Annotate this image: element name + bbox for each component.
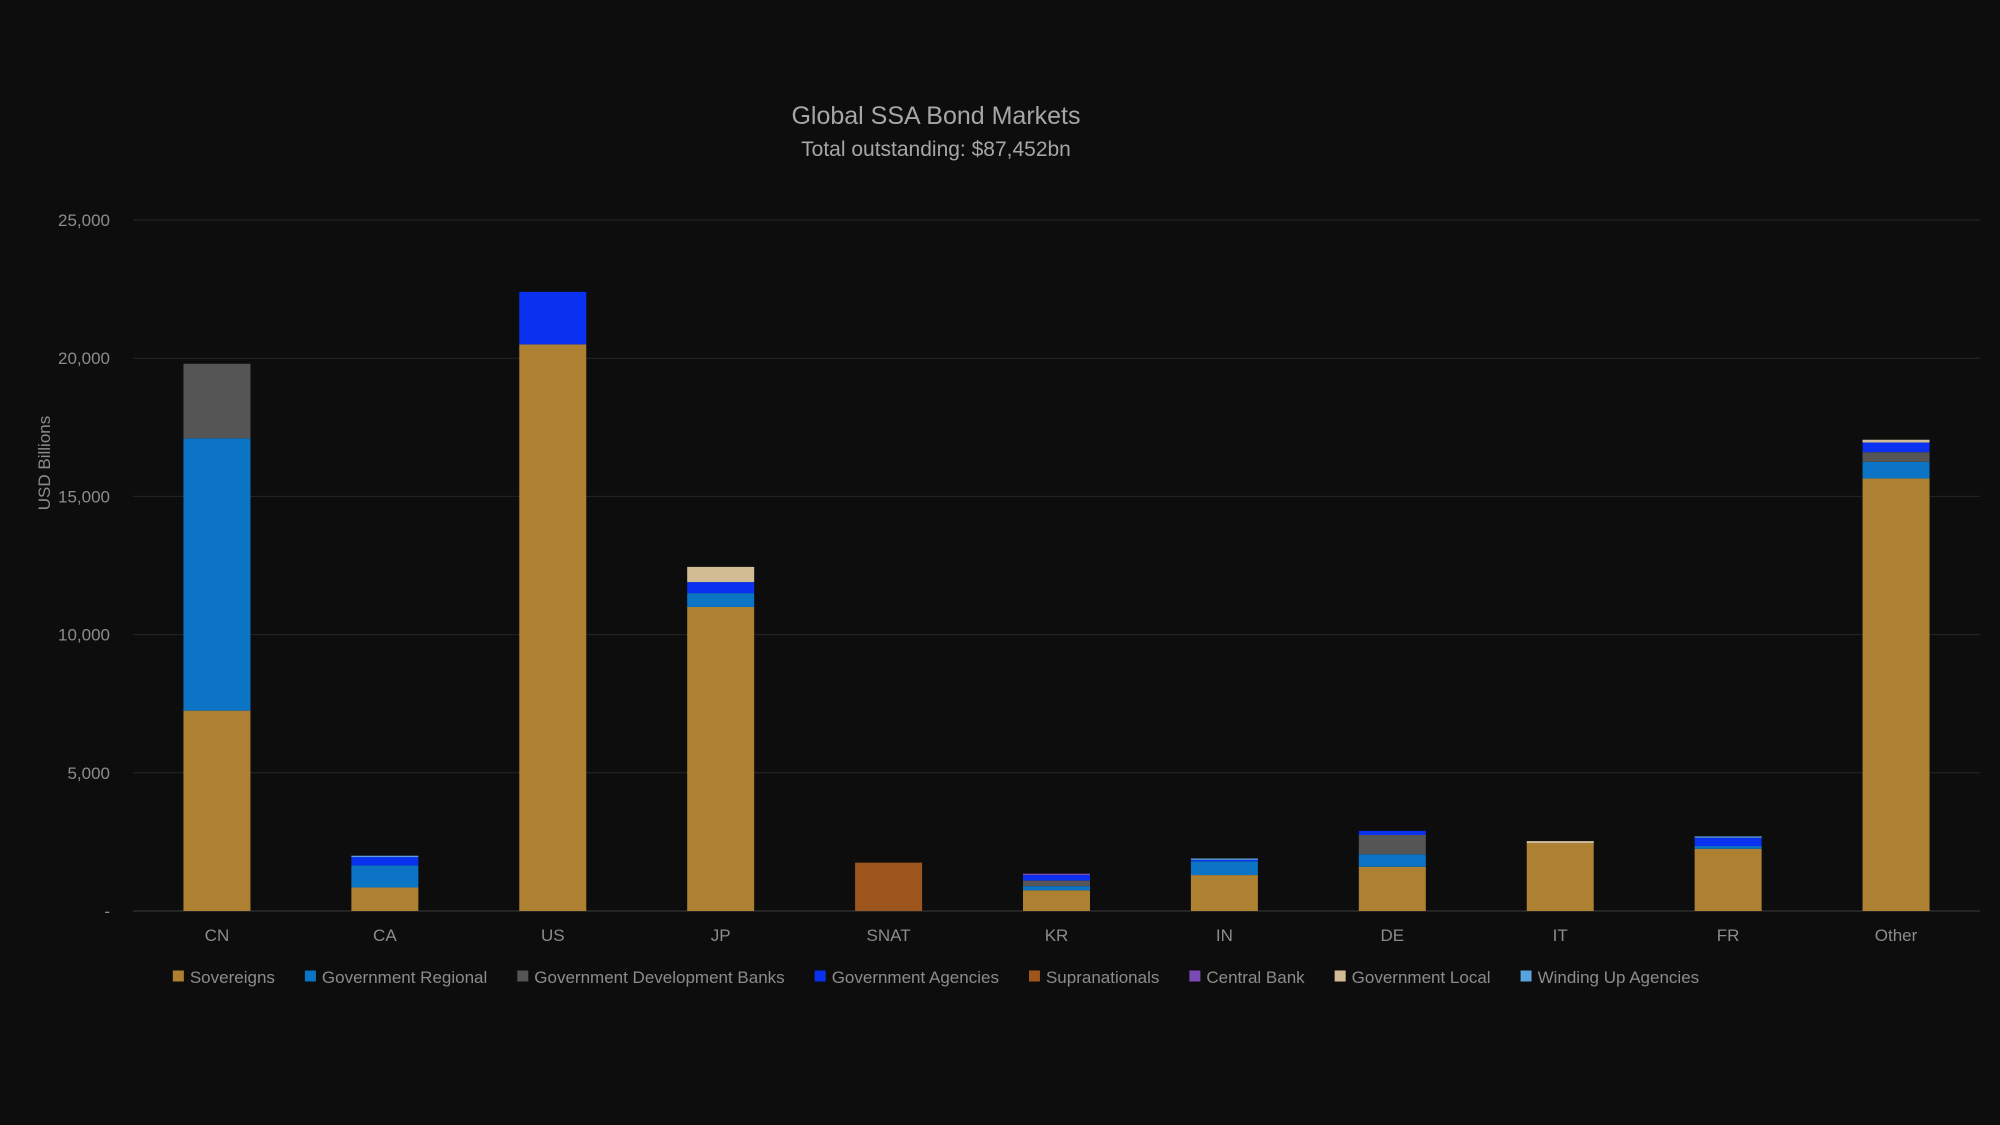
bar-segment-winding-up-agencies [1694, 836, 1762, 838]
legend-item: Sovereigns [172, 968, 275, 987]
y-tick-label: 20,000 [58, 349, 110, 368]
bar-segment-government-regional [1694, 846, 1762, 849]
bar-segment-government-agencies [1358, 830, 1426, 835]
x-tick-label: US [541, 926, 565, 945]
bar-segment-sovereigns [1694, 848, 1762, 911]
bar-segment-sovereigns [687, 606, 755, 911]
x-tick-label: SNAT [867, 926, 911, 945]
y-tick-label: 10,000 [58, 626, 110, 645]
x-tick-label: JP [711, 926, 731, 945]
bar-segment-government-regional [1023, 886, 1090, 891]
legend-swatch [1028, 970, 1040, 982]
bar-segment-government-regional [183, 438, 251, 711]
y-tick-label: 15,000 [58, 487, 110, 506]
bar-segment-government-development-banks [1358, 834, 1426, 855]
bar-segment-government-regional [1358, 854, 1426, 867]
x-tick-label: KR [1045, 926, 1069, 945]
legend-label: Government Local [1352, 968, 1491, 987]
legend-swatch [304, 970, 316, 982]
bar-segment-government-regional [687, 593, 755, 607]
legend-label: Government Agencies [832, 968, 999, 987]
bar-segment-government-development-banks [1023, 880, 1090, 887]
x-tick-label: CA [373, 926, 397, 945]
bar-segment-sovereigns [1526, 843, 1594, 911]
bar-segment-winding-up-agencies [1190, 858, 1258, 860]
x-tick-label: DE [1381, 926, 1405, 945]
legend-item: Government Regional [304, 968, 487, 987]
bar-segment-government-local [1862, 439, 1930, 443]
y-tick-label: 25,000 [58, 211, 110, 230]
bar-segment-sovereigns [1358, 866, 1426, 911]
legend-label: Government Development Banks [534, 968, 784, 987]
bar-segment-sovereigns [519, 344, 587, 911]
bar-segment-winding-up-agencies [351, 855, 419, 858]
legend-label: Supranationals [1046, 968, 1159, 987]
bar-segment-sovereigns [183, 710, 251, 911]
x-tick-label: IT [1553, 926, 1568, 945]
legend-label: Sovereigns [190, 968, 275, 987]
bar-segment-government-agencies [1694, 837, 1762, 847]
bars [183, 291, 1930, 911]
legend-swatch [517, 970, 529, 982]
legend-label: Central Bank [1206, 968, 1305, 987]
bar-segment-sovereigns [1023, 890, 1090, 911]
bar-segment-government-regional [1862, 461, 1930, 479]
y-tick-label: 5,000 [67, 764, 110, 783]
bar-segment-government-agencies [351, 857, 419, 866]
legend-swatch [1334, 970, 1346, 982]
y-tick-label: - [104, 902, 110, 921]
bar-segment-government-regional [351, 865, 419, 888]
legend-item: Government Local [1334, 968, 1491, 987]
bar-segment-government-development-banks [183, 363, 251, 439]
legend-item: Government Agencies [814, 968, 999, 987]
x-tick-label: CN [205, 926, 230, 945]
bar-segment-supranationals [855, 862, 923, 911]
bar-segment-government-local [1526, 841, 1594, 844]
bar-segment-government-local [687, 566, 755, 583]
legend-item: Central Bank [1189, 968, 1305, 987]
x-tick-label: FR [1717, 926, 1740, 945]
bar-segment-government-regional [1190, 861, 1258, 876]
legend-swatch [1520, 970, 1532, 982]
bar-segment-government-development-banks [1862, 452, 1930, 462]
legend-swatch [172, 970, 184, 982]
bar-segment-government-agencies [519, 291, 587, 345]
chart-subtitle: Total outstanding: $87,452bn [801, 138, 1071, 161]
y-axis-ticks: - 5,000 10,000 15,000 20,000 25,000 [58, 211, 110, 921]
bar-segment-sovereigns [1862, 478, 1930, 911]
x-tick-label: Other [1875, 926, 1918, 945]
legend-label: Government Regional [322, 968, 487, 987]
legend-swatch [1189, 970, 1201, 982]
bar-segment-sovereigns [351, 887, 419, 911]
legend-item: Government Development Banks [517, 968, 785, 987]
chart-title: Global SSA Bond Markets [791, 102, 1080, 130]
legend: Sovereigns Government Regional Government … [172, 968, 1700, 987]
legend-item: Winding Up Agencies [1520, 968, 1700, 987]
bar-segment-sovereigns [1190, 875, 1258, 911]
legend-item: Supranationals [1028, 968, 1159, 987]
legend-swatch [814, 970, 826, 982]
bar-segment-government-agencies [1023, 875, 1090, 881]
bar-segment-government-agencies [1862, 442, 1930, 453]
gridlines [133, 219, 1980, 912]
x-axis-ticks: CN CA US JP SNAT KR IN DE IT FR Other [205, 926, 1918, 945]
bar-segment-government-agencies [1190, 859, 1258, 862]
bar-segment-central-bank [1023, 873, 1090, 876]
bar-segment-government-agencies [687, 582, 755, 594]
y-axis-label: USD Billions [35, 416, 54, 510]
legend-label: Winding Up Agencies [1538, 968, 1700, 987]
x-tick-label: IN [1216, 926, 1233, 945]
